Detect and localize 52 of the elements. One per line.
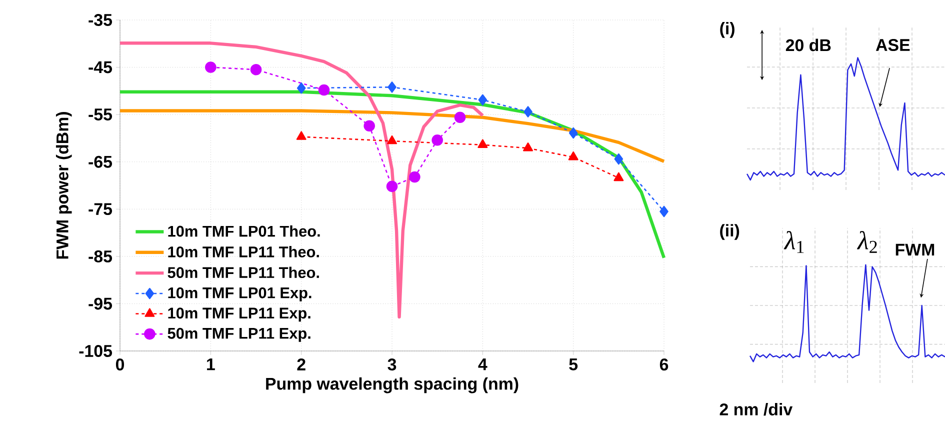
legend-label: 10m TMF LP01 Exp. (168, 287, 312, 302)
y-tick-label: -55 (88, 108, 112, 120)
y-tick-label: -85 (88, 250, 112, 262)
point (250, 64, 262, 76)
x-tick-label: 0 (116, 358, 124, 370)
text: 20 dB (786, 38, 831, 52)
point (614, 153, 624, 165)
x-tick-label: 3 (388, 358, 396, 371)
point (568, 127, 578, 139)
y-tick-label: -45 (88, 61, 112, 74)
point (318, 84, 330, 96)
text: FWM (896, 244, 934, 256)
text: (i) (720, 22, 734, 38)
y-tick-label: -75 (88, 203, 112, 216)
point (478, 94, 488, 106)
point (660, 206, 668, 218)
y-tick-label: -35 (88, 14, 112, 26)
point (432, 134, 443, 146)
text: λ$_{1}$ (784, 230, 804, 253)
text: ASE (876, 39, 910, 52)
text: (ii) (720, 224, 740, 240)
point (388, 81, 396, 93)
text: λ$_{2}$ (856, 230, 877, 253)
x-tick-label: 6 (660, 358, 668, 370)
legend-label: 10m TMF LP01 Theo. (168, 225, 320, 237)
point (614, 172, 624, 182)
point (364, 120, 375, 132)
point (387, 135, 397, 144)
point (409, 171, 420, 183)
y-tick-label: -105 (79, 344, 112, 357)
x-tick-label: 2 (297, 358, 306, 370)
point (568, 151, 578, 160)
x-tick-label: 1 (207, 358, 215, 370)
y-tick-label: -95 (88, 298, 112, 310)
legend-label: 10m TMF LP11 Theo. (168, 246, 319, 258)
text: 2 nm /div (720, 403, 793, 416)
point (454, 112, 466, 124)
point (524, 106, 532, 118)
x-axis-title: Pump wavelength spacing (nm) (266, 377, 518, 394)
point (478, 139, 488, 148)
legend-label: 10m TMF LP11 Exp. (168, 308, 310, 322)
legend-label: 50m TMF LP11 Theo. (168, 266, 319, 278)
y-axis-title: FWM power (dBm) (56, 112, 72, 259)
point (296, 131, 306, 140)
x-tick-label: 4 (478, 358, 488, 370)
legend-label: 50m TMF LP11 Exp. (168, 328, 310, 342)
point (205, 62, 216, 73)
point (386, 180, 398, 192)
point (296, 82, 306, 94)
x-tick-label: 5 (569, 358, 578, 370)
y-tick-label: -65 (88, 156, 112, 168)
point (523, 142, 533, 152)
